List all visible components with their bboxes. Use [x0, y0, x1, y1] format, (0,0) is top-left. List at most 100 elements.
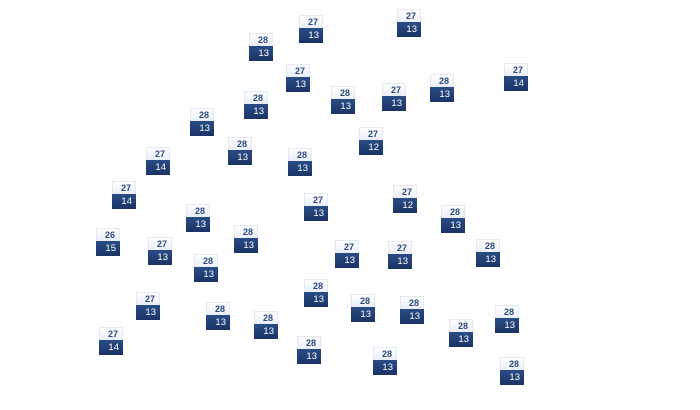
high-temperature: 28 — [249, 33, 273, 46]
high-temperature: 28 — [304, 279, 328, 292]
high-temperature: 28 — [430, 74, 454, 87]
temperature-marker[interactable]: 27 14 — [504, 63, 528, 91]
low-temperature: 13 — [186, 217, 210, 232]
low-temperature: 13 — [382, 96, 406, 111]
temperature-marker[interactable]: 28 13 — [254, 311, 278, 339]
low-temperature: 13 — [331, 99, 355, 114]
temperature-marker[interactable]: 27 13 — [148, 237, 172, 265]
high-temperature: 28 — [500, 357, 524, 370]
low-temperature: 13 — [136, 305, 160, 320]
low-temperature: 14 — [99, 340, 123, 355]
temperature-marker[interactable]: 27 13 — [335, 240, 359, 268]
low-temperature: 13 — [299, 28, 323, 43]
temperature-marker[interactable]: 27 13 — [299, 15, 323, 43]
temperature-marker[interactable]: 28 13 — [373, 347, 397, 375]
temperature-marker[interactable]: 26 15 — [96, 228, 120, 256]
temperature-marker[interactable]: 27 13 — [397, 9, 421, 37]
temperature-marker[interactable]: 28 13 — [288, 148, 312, 176]
low-temperature: 13 — [388, 254, 412, 269]
high-temperature: 28 — [373, 347, 397, 360]
high-temperature: 27 — [304, 193, 328, 206]
low-temperature: 14 — [112, 194, 136, 209]
low-temperature: 13 — [228, 150, 252, 165]
temperature-marker[interactable]: 28 13 — [441, 205, 465, 233]
temperature-marker[interactable]: 28 13 — [206, 302, 230, 330]
temperature-marker[interactable]: 28 13 — [228, 137, 252, 165]
high-temperature: 27 — [504, 63, 528, 76]
low-temperature: 13 — [148, 250, 172, 265]
temperature-marker[interactable]: 27 14 — [112, 181, 136, 209]
temperature-marker[interactable]: 28 13 — [234, 225, 258, 253]
high-temperature: 28 — [194, 254, 218, 267]
high-temperature: 28 — [288, 148, 312, 161]
high-temperature: 28 — [400, 296, 424, 309]
temperature-marker[interactable]: 28 13 — [500, 357, 524, 385]
low-temperature: 14 — [146, 160, 170, 175]
low-temperature: 13 — [288, 161, 312, 176]
high-temperature: 28 — [244, 91, 268, 104]
low-temperature: 13 — [244, 104, 268, 119]
high-temperature: 27 — [359, 127, 383, 140]
high-temperature: 28 — [495, 305, 519, 318]
high-temperature: 28 — [351, 294, 375, 307]
low-temperature: 13 — [234, 238, 258, 253]
temperature-marker[interactable]: 28 13 — [186, 204, 210, 232]
temperature-marker[interactable]: 28 13 — [449, 319, 473, 347]
low-temperature: 13 — [194, 267, 218, 282]
high-temperature: 27 — [397, 9, 421, 22]
low-temperature: 13 — [297, 349, 321, 364]
high-temperature: 27 — [388, 241, 412, 254]
temperature-marker[interactable]: 27 13 — [382, 83, 406, 111]
high-temperature: 28 — [331, 86, 355, 99]
temperature-marker[interactable]: 27 13 — [286, 64, 310, 92]
low-temperature: 13 — [286, 77, 310, 92]
low-temperature: 13 — [500, 370, 524, 385]
high-temperature: 27 — [136, 292, 160, 305]
temperature-marker[interactable]: 27 13 — [136, 292, 160, 320]
low-temperature: 13 — [400, 309, 424, 324]
low-temperature: 13 — [304, 206, 328, 221]
temperature-marker[interactable]: 28 13 — [304, 279, 328, 307]
temperature-marker[interactable]: 28 13 — [297, 336, 321, 364]
low-temperature: 13 — [249, 46, 273, 61]
temperature-marker[interactable]: 28 13 — [331, 86, 355, 114]
temperature-marker[interactable]: 27 14 — [99, 327, 123, 355]
high-temperature: 28 — [441, 205, 465, 218]
temperature-marker[interactable]: 27 14 — [146, 147, 170, 175]
high-temperature: 28 — [297, 336, 321, 349]
temperature-marker[interactable]: 28 13 — [351, 294, 375, 322]
low-temperature: 13 — [254, 324, 278, 339]
low-temperature: 14 — [504, 76, 528, 91]
temperature-marker[interactable]: 28 13 — [194, 254, 218, 282]
high-temperature: 27 — [299, 15, 323, 28]
temperature-marker[interactable]: 27 13 — [304, 193, 328, 221]
low-temperature: 13 — [430, 87, 454, 102]
temperature-marker[interactable]: 28 13 — [244, 91, 268, 119]
temperature-marker[interactable]: 28 13 — [430, 74, 454, 102]
low-temperature: 13 — [495, 318, 519, 333]
low-temperature: 13 — [351, 307, 375, 322]
temperature-marker[interactable]: 28 13 — [476, 239, 500, 267]
high-temperature: 27 — [335, 240, 359, 253]
temperature-marker[interactable]: 28 13 — [400, 296, 424, 324]
temperature-marker[interactable]: 28 13 — [190, 108, 214, 136]
low-temperature: 12 — [393, 198, 417, 213]
temperature-marker[interactable]: 27 12 — [393, 185, 417, 213]
low-temperature: 13 — [373, 360, 397, 375]
low-temperature: 12 — [359, 140, 383, 155]
low-temperature: 13 — [304, 292, 328, 307]
temperature-marker[interactable]: 27 13 — [388, 241, 412, 269]
temperature-marker[interactable]: 28 13 — [495, 305, 519, 333]
high-temperature: 26 — [96, 228, 120, 241]
low-temperature: 13 — [397, 22, 421, 37]
low-temperature: 13 — [206, 315, 230, 330]
high-temperature: 27 — [146, 147, 170, 160]
high-temperature: 27 — [99, 327, 123, 340]
temperature-marker[interactable]: 27 12 — [359, 127, 383, 155]
high-temperature: 28 — [206, 302, 230, 315]
high-temperature: 27 — [148, 237, 172, 250]
low-temperature: 13 — [476, 252, 500, 267]
low-temperature: 13 — [449, 332, 473, 347]
temperature-marker[interactable]: 28 13 — [249, 33, 273, 61]
high-temperature: 28 — [476, 239, 500, 252]
